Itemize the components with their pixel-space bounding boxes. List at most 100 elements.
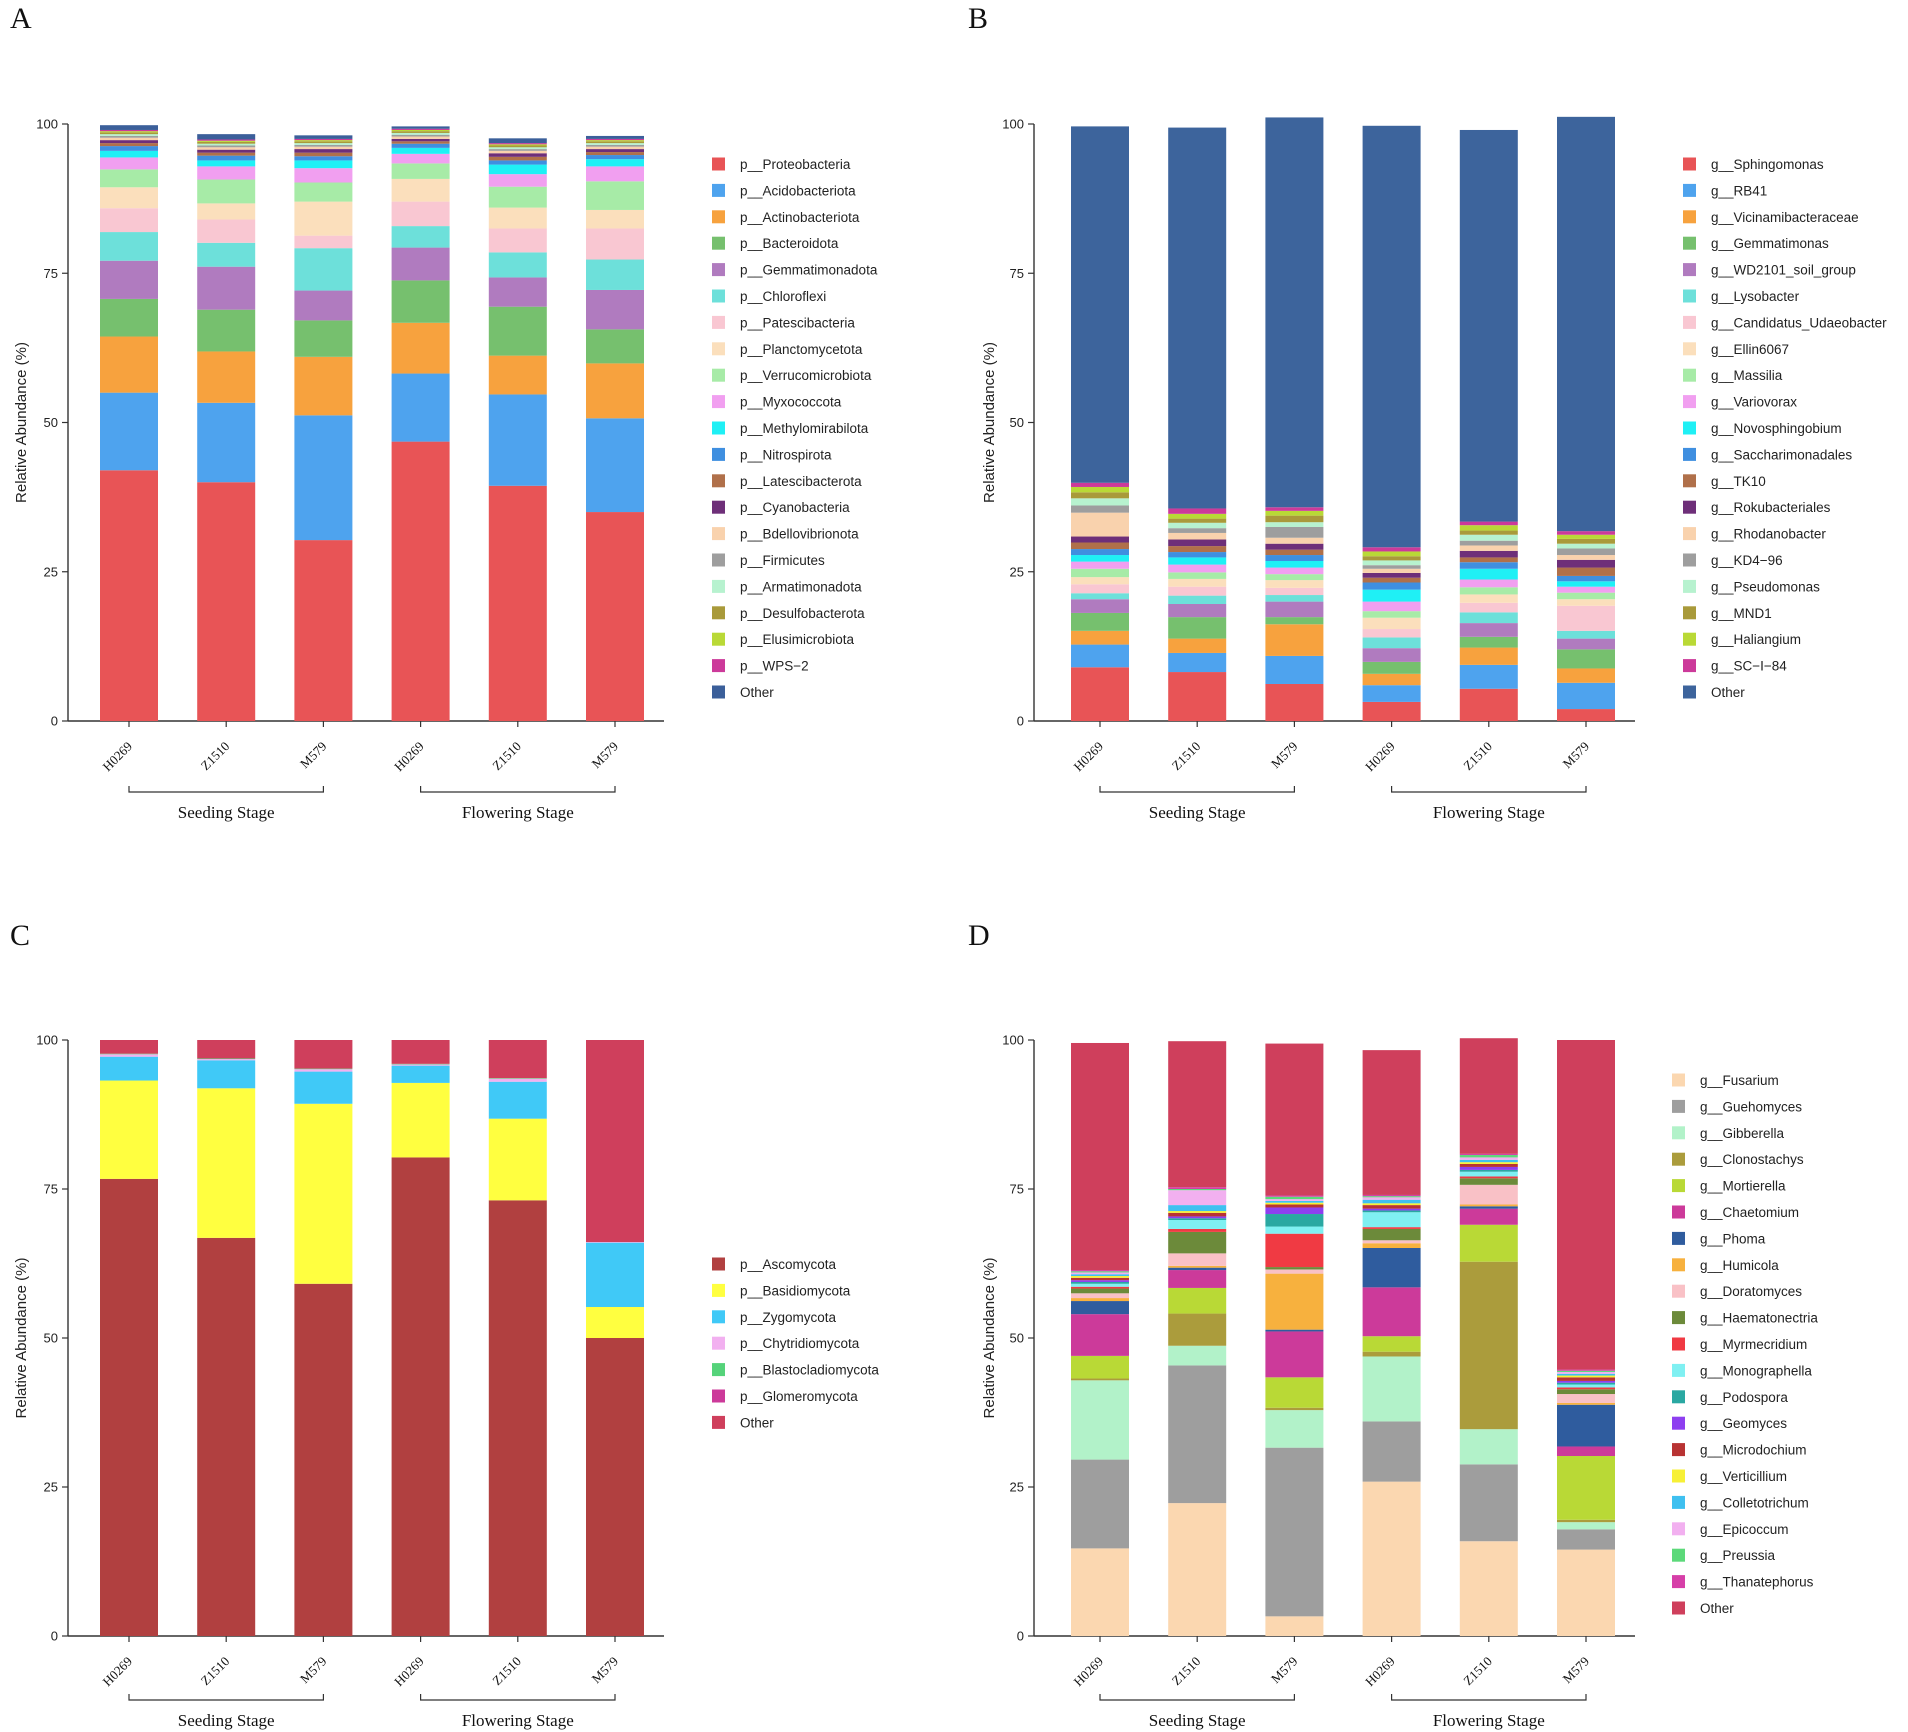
bar-segment	[197, 1237, 256, 1636]
panel-c: C 0 25 50 75 100 Relative Abundance (%) H0269 Z1…	[10, 919, 879, 1730]
bar-segment	[391, 1082, 450, 1158]
bar-segment	[1168, 572, 1227, 579]
bar-segment	[1265, 543, 1324, 550]
legend-swatch	[1683, 553, 1696, 567]
bar-segment	[1168, 508, 1227, 514]
bar-segment	[488, 160, 547, 165]
bar-segment	[100, 336, 158, 393]
bar-segment	[1459, 1155, 1518, 1158]
bar-segment	[1168, 539, 1227, 547]
bar-segment	[391, 178, 450, 202]
bar-segment	[1071, 1314, 1129, 1356]
y-tick-label: 50	[44, 415, 58, 430]
bar-segment	[1459, 1184, 1518, 1205]
bar-segment	[1557, 605, 1615, 631]
bar-segment	[1557, 1519, 1615, 1523]
legend-swatch	[712, 606, 725, 620]
bar-segment	[1168, 1345, 1227, 1366]
bar-segment	[1265, 567, 1324, 575]
bar-segment	[1557, 1402, 1615, 1405]
y-axis-title: Relative Abundance (%)	[981, 342, 998, 503]
bar-segment	[1265, 561, 1324, 568]
bar-segment	[1557, 567, 1615, 576]
legend-swatch	[1672, 1390, 1685, 1404]
y-tick-label: 25	[1010, 1480, 1024, 1495]
bar-segment	[586, 1307, 644, 1338]
bar-segment	[197, 179, 256, 204]
bar-segment	[1362, 673, 1421, 686]
y-tick-label: 0	[51, 714, 58, 729]
x-tick-label: Z1510	[1169, 739, 1204, 774]
bar-segment	[586, 363, 644, 419]
x-tick-label: M579	[1268, 1654, 1301, 1687]
legend-label: g__TK10	[1711, 474, 1766, 489]
y-tick-label: 75	[44, 266, 58, 281]
legend-swatch	[712, 210, 725, 224]
legend-swatch	[1683, 289, 1696, 303]
bar-segment	[1362, 551, 1421, 557]
bar-segment	[1557, 1040, 1615, 1370]
stage-label: Flowering Stage	[1433, 1711, 1545, 1730]
legend-label: g__Lysobacter	[1711, 289, 1800, 304]
bar-segment	[1362, 1481, 1421, 1636]
legend-label: g__Colletotrichum	[1700, 1495, 1809, 1510]
bar-segment	[586, 141, 644, 144]
bar-segment	[1557, 1370, 1615, 1372]
bar-segment	[1362, 1356, 1421, 1422]
bar-segment	[197, 266, 256, 310]
group-bracket	[1391, 786, 1587, 793]
bar-segment	[197, 1059, 256, 1061]
x-tick-label: Z1510	[489, 739, 524, 774]
y-tick-label: 100	[36, 117, 58, 132]
legend-label: g__Saccharimonadales	[1711, 447, 1852, 462]
bar-segment	[197, 1040, 256, 1059]
bar-segment	[197, 203, 256, 220]
bar-segment	[488, 207, 547, 229]
bar-segment	[1459, 1157, 1518, 1160]
legend-swatch	[1672, 1548, 1685, 1562]
bar-segment	[1362, 617, 1421, 630]
bar-segment	[1071, 542, 1129, 550]
legend-swatch	[1672, 1363, 1685, 1377]
bar-segment	[1362, 601, 1421, 612]
bar-segment	[100, 150, 158, 158]
bar-segment	[1168, 1231, 1227, 1254]
legend-label: Other	[1700, 1601, 1734, 1616]
bar-segment	[1557, 1389, 1615, 1395]
bar-segment	[586, 1242, 644, 1243]
legend-swatch	[1683, 368, 1696, 382]
legend-label: p__Methylomirabilota	[740, 421, 869, 436]
legend-label: p__Cyanobacteria	[740, 500, 850, 515]
bar-segment	[1557, 534, 1615, 539]
bar-segment	[1168, 595, 1227, 604]
bar-segment	[197, 166, 256, 180]
bar-segment	[100, 470, 158, 721]
bar-segment	[1557, 1446, 1615, 1457]
bar-segment	[197, 351, 256, 403]
bar-segment	[1071, 555, 1129, 562]
bar-segment	[488, 149, 547, 151]
legend-label: g__Rhodanobacter	[1711, 527, 1826, 542]
bar-segment	[1265, 617, 1324, 625]
legend-swatch	[1672, 1152, 1685, 1166]
bar-segment	[294, 540, 353, 721]
bar-segment	[1557, 1375, 1615, 1378]
bar-segment	[1265, 549, 1324, 556]
legend-swatch	[712, 395, 725, 409]
bar-segment	[1265, 555, 1324, 562]
bar-segment	[1459, 521, 1518, 526]
bar-segment	[1557, 630, 1615, 639]
bar-segment	[586, 289, 644, 330]
legend: p__Proteobacteria p__Acidobacteriota p__Ac…	[712, 157, 878, 700]
bar-segment	[488, 355, 547, 395]
bar-segment	[1265, 1273, 1324, 1330]
group-bracket	[1099, 1694, 1295, 1701]
legend-label: g__Chaetomium	[1700, 1205, 1799, 1220]
y-tick-label: 0	[1017, 1629, 1024, 1644]
stage-label: Seeding Stage	[178, 803, 275, 822]
bar-segment	[1168, 513, 1227, 519]
bar-segment	[294, 1071, 353, 1104]
legend-label: g__Ellin6067	[1711, 342, 1789, 357]
legend-label: g__Epicoccum	[1700, 1522, 1789, 1537]
bar-segment	[294, 135, 353, 139]
